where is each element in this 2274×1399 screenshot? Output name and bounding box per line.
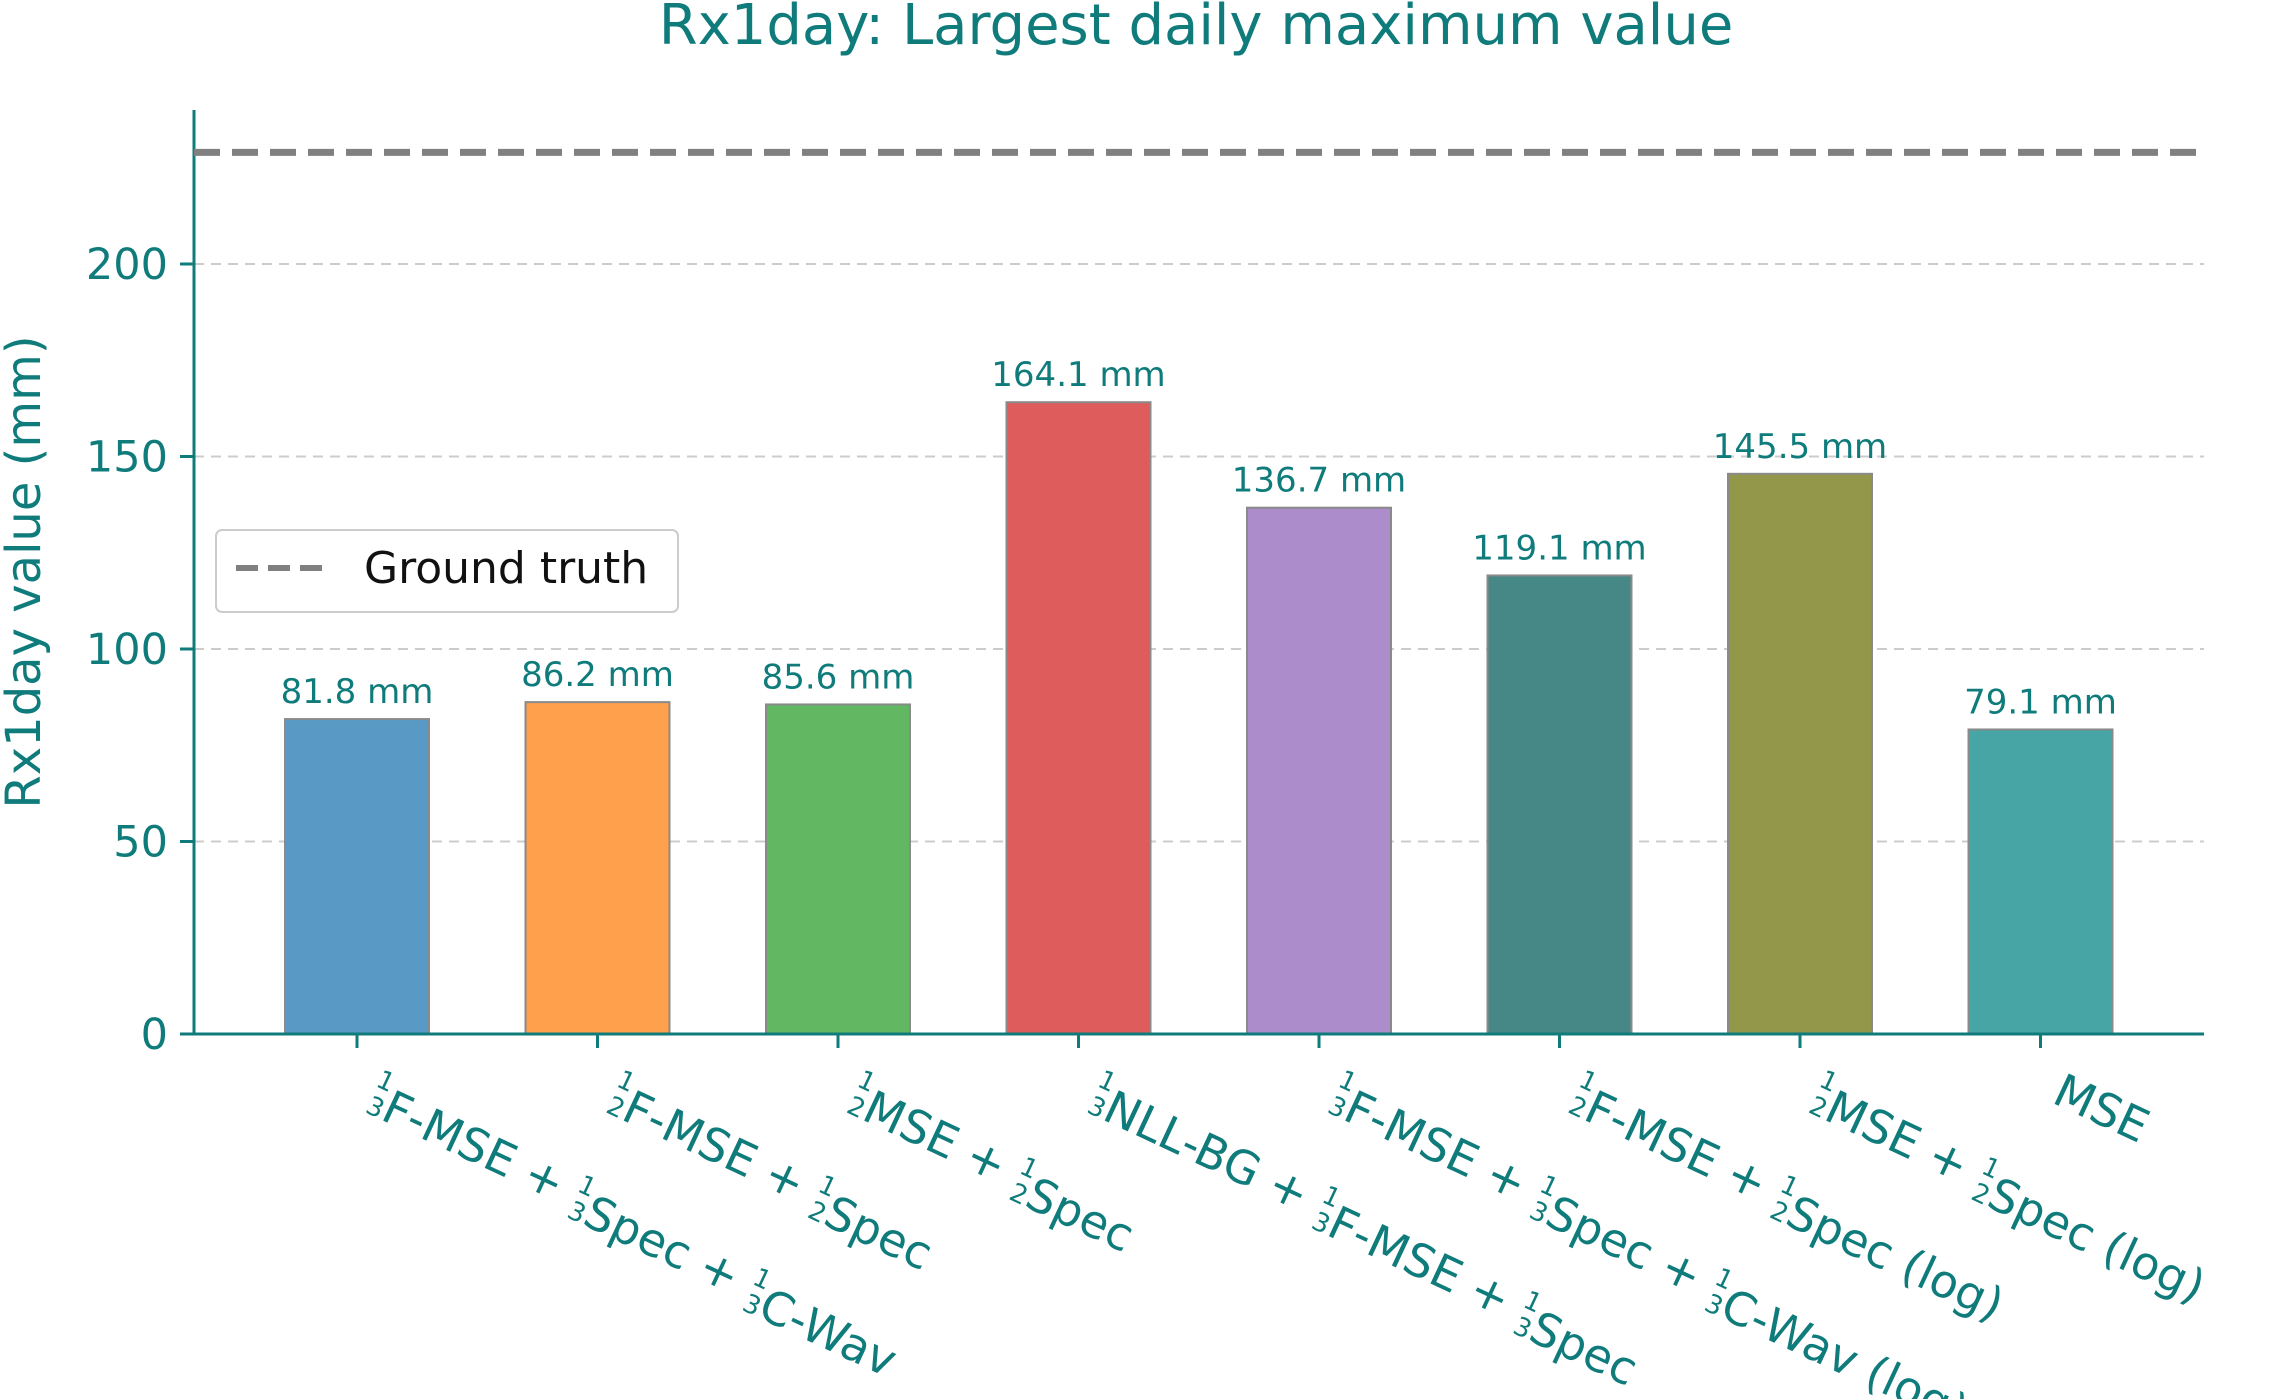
x-tick-text-7: 12MSE + 12Spec (log)	[1797, 1065, 2221, 1314]
y-tick-label-150: 150	[86, 433, 168, 483]
data-label-8: 79.1 mm	[1964, 682, 2117, 722]
bar-4	[1005, 401, 1152, 1035]
legend-box	[215, 529, 679, 613]
data-label-5: 136.7 mm	[1232, 461, 1406, 501]
bars	[284, 401, 2114, 1036]
legend-label-ground-truth: Ground truth	[364, 543, 648, 594]
bar-2	[524, 701, 671, 1035]
data-label-2: 86.2 mm	[521, 655, 674, 695]
data-label-3: 85.6 mm	[762, 657, 915, 697]
legend: Ground truth	[215, 529, 679, 613]
data-label-6: 119.1 mm	[1472, 528, 1646, 568]
data-label-1: 81.8 mm	[281, 672, 434, 712]
x-tick-label-6: 12F-MSE + 12Spec (log)	[1556, 1065, 2019, 1332]
y-tick-label-200: 200	[86, 240, 168, 290]
bar-1	[284, 718, 430, 1035]
data-label-4: 164.1 mm	[991, 355, 1165, 395]
y-tick-label-100: 100	[86, 625, 168, 675]
data-labels: 81.8 mm 86.2 mm 85.6 mm 164.1 mm 136.7 mm 119…	[281, 355, 2117, 722]
bar-3	[765, 703, 911, 1035]
bar-5	[1246, 506, 1392, 1035]
bar-8	[1967, 728, 2114, 1036]
bar-6	[1486, 574, 1633, 1036]
x-tick-text-6: 12F-MSE + 12Spec (log)	[1556, 1065, 2019, 1332]
bar-7	[1727, 472, 1873, 1035]
x-tick-text-8: MSE	[2046, 1063, 2158, 1153]
x-tick-label-8: MSE	[2046, 1063, 2158, 1153]
y-tick-label-50: 50	[113, 818, 168, 868]
y-axis-label: Rx1day value (mm)	[0, 335, 52, 808]
x-tick-label-7: 12MSE + 12Spec (log)	[1797, 1065, 2221, 1314]
chart-title: Rx1day: Largest daily maximum value	[659, 0, 1734, 58]
y-tick-label-0: 0	[141, 1010, 168, 1060]
data-label-7: 145.5 mm	[1713, 427, 1887, 467]
